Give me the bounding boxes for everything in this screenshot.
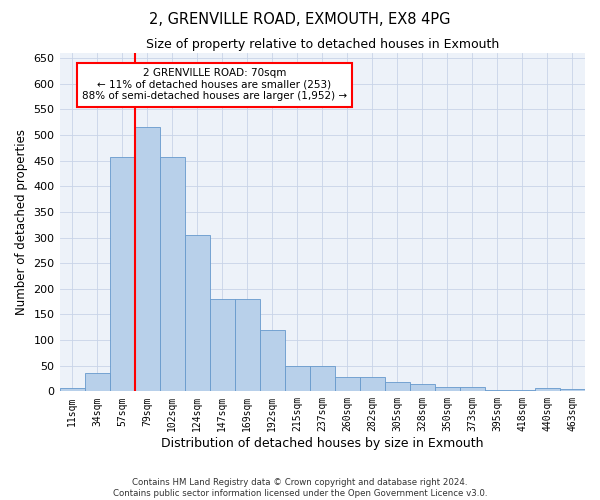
Bar: [209, 299, 235, 392]
Text: 2, GRENVILLE ROAD, EXMOUTH, EX8 4PG: 2, GRENVILLE ROAD, EXMOUTH, EX8 4PG: [149, 12, 451, 28]
Bar: [85, 374, 110, 392]
Text: 2 GRENVILLE ROAD: 70sqm
← 11% of detached houses are smaller (253)
88% of semi-d: 2 GRENVILLE ROAD: 70sqm ← 11% of detache…: [82, 68, 347, 102]
Bar: [185, 235, 209, 392]
Title: Size of property relative to detached houses in Exmouth: Size of property relative to detached ho…: [146, 38, 499, 51]
Text: Contains HM Land Registry data © Crown copyright and database right 2024.
Contai: Contains HM Land Registry data © Crown c…: [113, 478, 487, 498]
Bar: [285, 366, 310, 392]
Bar: [260, 330, 285, 392]
Bar: [560, 390, 585, 392]
Bar: [110, 157, 134, 392]
Bar: [235, 299, 260, 392]
Bar: [360, 378, 385, 392]
Bar: [160, 157, 185, 392]
Bar: [435, 386, 460, 392]
Bar: [134, 128, 160, 392]
Bar: [310, 366, 335, 392]
Bar: [510, 390, 535, 392]
X-axis label: Distribution of detached houses by size in Exmouth: Distribution of detached houses by size …: [161, 437, 484, 450]
Bar: [410, 384, 435, 392]
Bar: [535, 388, 560, 392]
Bar: [59, 388, 85, 392]
Bar: [485, 390, 510, 392]
Bar: [385, 382, 410, 392]
Bar: [460, 386, 485, 392]
Bar: [335, 378, 360, 392]
Y-axis label: Number of detached properties: Number of detached properties: [15, 129, 28, 315]
